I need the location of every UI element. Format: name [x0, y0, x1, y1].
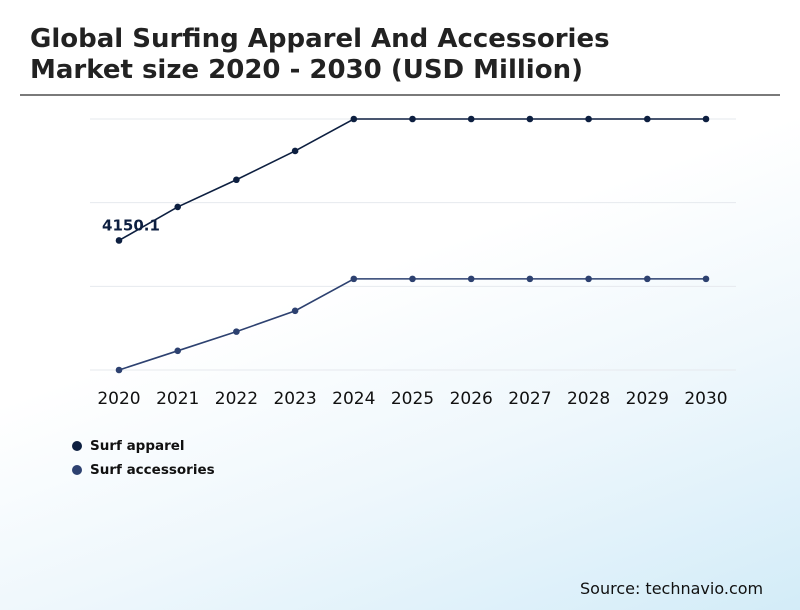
data-point-surf-accessories: [702, 275, 710, 283]
data-point-surf-apparel: [644, 115, 651, 123]
data-label: 4150.1: [102, 216, 160, 234]
data-labels: 4150.1: [102, 216, 160, 234]
data-point-surf-apparel: [115, 237, 123, 244]
x-tick-label: 2023: [273, 389, 316, 409]
data-point-surf-accessories: [115, 366, 123, 374]
legend-label-surf-accessories: Surf accessories: [90, 462, 215, 478]
source-note: Source: technavio.com: [580, 579, 764, 598]
data-point-surf-accessories: [174, 347, 181, 355]
data-point-surf-accessories: [467, 275, 475, 283]
data-point-surf-apparel: [350, 115, 358, 123]
data-point-surf-apparel: [291, 147, 299, 155]
legend-marker-surf-apparel: [72, 441, 82, 451]
legend-item-surf-apparel: Surf apparel: [72, 434, 215, 458]
x-tick-label: 2026: [450, 389, 493, 409]
data-point-surf-apparel: [409, 115, 416, 123]
x-tick-label: 2025: [391, 389, 434, 409]
x-tick-label: 2030: [684, 389, 727, 409]
data-point-surf-apparel: [526, 115, 534, 123]
x-tick-label: 2024: [332, 389, 375, 409]
chart-title: Global Surfing Apparel And Accessories M…: [30, 24, 610, 86]
series-line-surf-apparel: [118, 118, 706, 242]
x-tick-label: 2028: [567, 389, 610, 409]
x-axis-tick-labels: 2020 2021 2022 2023 2024 2025 2026 2027 2028 2029…: [97, 389, 727, 409]
legend-marker-surf-accessories: [72, 465, 82, 475]
series-layer: [115, 115, 710, 374]
gridlines: [90, 118, 736, 371]
data-point-surf-accessories: [291, 307, 299, 315]
series-surf-apparel: [115, 115, 710, 244]
chart-title-line-2: Market size 2020 - 2030 (USD Million): [30, 55, 583, 85]
x-tick-label: 2021: [156, 389, 199, 409]
data-point-surf-apparel: [174, 203, 181, 211]
data-point-surf-apparel: [233, 176, 240, 184]
data-point-surf-accessories: [644, 275, 651, 283]
legend-item-surf-accessories: Surf accessories: [72, 458, 215, 482]
series-line-surf-accessories: [118, 278, 706, 371]
legend-label-surf-apparel: Surf apparel: [90, 438, 185, 454]
series-surf-accessories: [115, 275, 710, 374]
legend: Surf apparel Surf accessories: [72, 434, 215, 482]
data-point-surf-accessories: [409, 275, 416, 283]
data-point-surf-accessories: [233, 328, 240, 335]
x-tick-label: 2027: [508, 389, 551, 409]
x-tick-label: 2022: [215, 389, 258, 409]
data-point-surf-accessories: [526, 275, 534, 283]
data-point-surf-apparel: [585, 115, 592, 123]
data-point-surf-apparel: [467, 115, 475, 123]
data-point-surf-accessories: [585, 275, 592, 283]
title-divider: [20, 94, 780, 96]
data-point-surf-apparel: [702, 115, 710, 123]
data-point-surf-accessories: [350, 275, 358, 283]
chart-title-line-1: Global Surfing Apparel And Accessories: [30, 24, 610, 54]
x-tick-label: 2029: [626, 389, 669, 409]
x-tick-label: 2020: [97, 389, 140, 409]
